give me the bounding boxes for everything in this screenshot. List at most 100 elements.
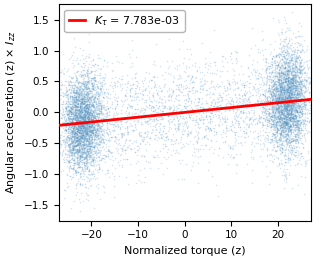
Point [271,140,276,144]
Point [76,128,81,132]
Point [73,121,78,125]
Point [289,76,295,80]
Point [282,37,287,41]
Point [287,79,292,83]
Point [286,126,291,130]
Point [90,159,95,164]
Point [284,115,289,119]
Point [275,97,280,101]
Point [77,130,82,134]
Point [280,96,285,100]
Point [86,106,91,110]
Point [83,125,88,129]
Point [286,99,291,103]
Point [88,141,93,145]
Point [289,100,295,104]
Point [302,131,307,135]
Point [297,60,302,64]
Point [267,112,272,116]
Point [280,93,285,97]
Point [287,93,292,98]
Point [83,109,88,113]
Point [84,150,89,154]
Point [284,146,289,151]
Point [278,126,284,130]
Point [289,63,294,67]
Point [197,154,202,158]
Point [295,109,300,113]
Point [171,117,176,121]
Point [128,105,133,109]
Point [270,99,275,103]
Point [76,111,81,115]
Point [72,136,77,140]
Point [208,120,213,125]
Point [100,136,105,141]
Point [260,110,265,114]
Point [152,119,157,123]
Point [74,105,79,109]
Point [296,41,301,45]
Point [74,84,79,89]
Point [78,164,83,168]
Point [116,111,121,115]
Point [270,56,275,60]
Point [70,106,75,110]
Point [88,86,93,90]
Point [138,110,143,114]
Point [71,134,76,138]
Point [62,109,67,113]
Point [86,114,91,118]
Point [291,109,296,113]
Point [305,62,310,67]
Point [95,135,100,139]
Point [141,117,146,121]
Point [125,145,130,149]
Point [235,81,240,86]
Point [281,86,286,90]
Point [285,85,290,89]
Point [75,122,80,126]
Point [86,140,91,145]
Point [85,162,90,167]
Point [69,100,74,105]
Point [293,108,298,112]
Point [288,110,293,115]
Point [283,160,288,164]
Point [92,158,97,162]
Point [284,114,289,118]
Point [82,118,87,122]
Point [207,160,212,164]
Point [92,76,97,80]
Point [290,75,295,80]
Point [83,139,89,143]
Point [294,121,299,126]
Point [279,84,284,89]
Point [126,132,131,136]
Point [70,124,75,128]
Point [173,138,178,142]
Point [65,108,70,112]
Point [75,105,80,109]
Point [89,135,94,139]
Point [289,115,295,119]
Point [90,111,95,115]
Point [87,134,92,139]
Point [294,116,299,121]
Point [283,120,288,124]
Point [111,86,116,90]
Point [285,120,290,124]
Point [82,109,87,113]
Point [82,177,87,181]
Point [79,124,84,128]
Point [285,68,290,72]
Point [83,122,88,126]
Point [273,139,278,143]
Point [278,69,284,73]
Point [278,93,283,97]
Point [247,89,252,93]
Point [70,144,75,148]
Point [301,110,306,115]
Point [77,125,82,129]
Point [88,154,93,158]
